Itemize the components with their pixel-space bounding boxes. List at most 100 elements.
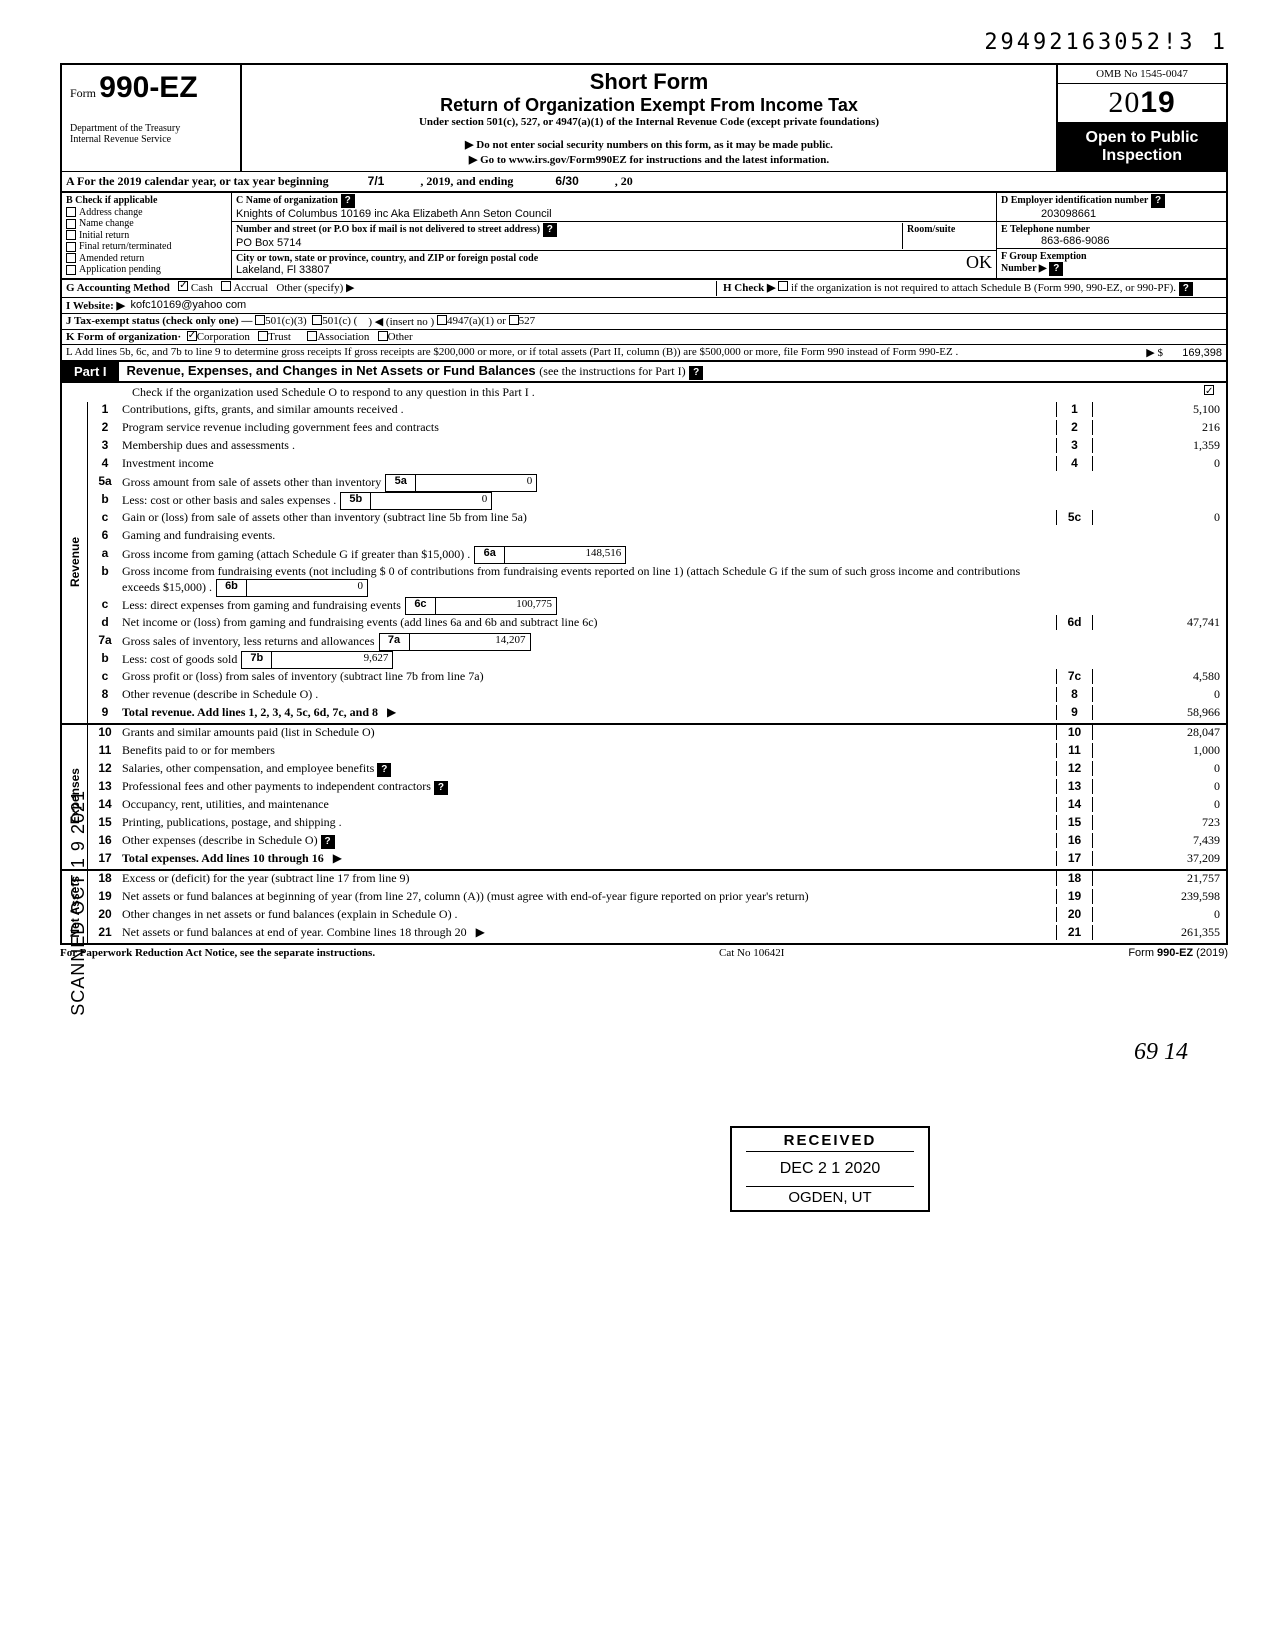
ln6c-num: c [88, 597, 122, 611]
footer-center: Cat No 10642I [719, 947, 784, 959]
d-lab: D Employer identification number [1001, 195, 1148, 206]
chk-final[interactable]: Final return/terminated [66, 241, 227, 252]
chk-trust[interactable] [258, 331, 268, 341]
k-lab: K Form of organization· [66, 331, 181, 343]
ln16-rn: 16 [1057, 833, 1093, 848]
ln7b-num: b [88, 651, 122, 665]
scanned-side-text: SCANNED OCT 1 9 2021 [68, 790, 89, 1016]
ln11-num: 11 [88, 743, 122, 757]
chk-4947[interactable] [437, 315, 447, 325]
chk-other[interactable] [378, 331, 388, 341]
ln8-num: 8 [88, 687, 122, 701]
ln5c-num: c [88, 510, 122, 524]
website: kofc10169@yahoo com [130, 299, 246, 312]
ln6d-text: Net income or (loss) from gaming and fun… [122, 615, 1056, 630]
ln1-rn: 1 [1057, 402, 1093, 417]
e-lab: E Telephone number [1001, 224, 1090, 235]
stamp-location: OGDEN, UT [746, 1186, 914, 1206]
ln15-text: Printing, publications, postage, and shi… [122, 815, 1056, 830]
ln6a-ibv: 148,516 [505, 547, 625, 563]
ln2-num: 2 [88, 420, 122, 434]
expenses-section: Expenses 10Grants and similar amounts pa… [60, 725, 1228, 871]
chk-address-change[interactable]: Address change [66, 207, 227, 218]
chk-accrual[interactable] [221, 281, 231, 291]
ln9-rv: 58,966 [1093, 705, 1226, 720]
help-icon: ? [1151, 194, 1165, 208]
chk-501c[interactable] [312, 315, 322, 325]
ln20-text: Other changes in net assets or fund bala… [122, 907, 1056, 922]
chk-corp[interactable] [187, 331, 197, 341]
ln5b-num: b [88, 492, 122, 506]
year-end: 6/30 [555, 174, 578, 188]
chk-h[interactable] [778, 281, 788, 291]
ln7a-ibn: 7a [380, 634, 410, 650]
ln15-rv: 723 [1093, 815, 1226, 830]
help-icon: ? [321, 835, 335, 849]
title-main: Return of Organization Exempt From Incom… [252, 95, 1046, 116]
phone: 863-686-9086 [1001, 235, 1110, 247]
footer: For Paperwork Reduction Act Notice, see … [60, 945, 1228, 959]
ln6b-ibv: 0 [247, 580, 367, 596]
ln10-rn: 10 [1057, 725, 1093, 740]
chk-name-change[interactable]: Name change [66, 218, 227, 229]
ln9-arrow: ▶ [387, 705, 396, 719]
chk-amended[interactable]: Amended return [66, 253, 227, 264]
ln15-rn: 15 [1057, 815, 1093, 830]
chk-pending[interactable]: Application pending [66, 264, 227, 275]
ln8-rv: 0 [1093, 687, 1226, 702]
row-a-label: A For the 2019 calendar year, or tax yea… [66, 174, 329, 188]
l-txt: L Add lines 5b, 6c, and 7b to line 9 to … [66, 346, 958, 358]
row-a: A For the 2019 calendar year, or tax yea… [60, 171, 1228, 193]
ln5a-ibn: 5a [386, 475, 416, 491]
ln5b-ibv: 0 [371, 493, 491, 509]
i-lab: I Website: ▶ [66, 299, 125, 312]
org-name: Knights of Columbus 10169 inc Aka Elizab… [236, 208, 552, 220]
other-label: Other (specify) ▶ [276, 282, 354, 294]
ln2-rv: 216 [1093, 420, 1226, 435]
ln3-num: 3 [88, 438, 122, 452]
footer-right: Form 990-EZ (2019) [1128, 947, 1228, 959]
chk-cash[interactable] [178, 281, 188, 291]
ln7c-rn: 7c [1057, 669, 1093, 684]
accrual-label: Accrual [233, 282, 268, 294]
ln20-num: 20 [88, 907, 122, 921]
ln10-num: 10 [88, 725, 122, 739]
stamp-date: DEC 2 1 2020 [746, 1152, 914, 1186]
j-lab: J Tax-exempt status (check only one) — [66, 315, 252, 328]
ln7a-text: Gross sales of inventory, less returns a… [122, 633, 375, 647]
ln12-num: 12 [88, 761, 122, 775]
ln6-num: 6 [88, 528, 122, 542]
cash-label: Cash [191, 282, 213, 294]
ln9-num: 9 [88, 705, 122, 719]
ln19-rv: 239,598 [1093, 889, 1226, 904]
ln2-rn: 2 [1057, 420, 1093, 435]
title-box: Short Form Return of Organization Exempt… [242, 65, 1056, 171]
ln3-rn: 3 [1057, 438, 1093, 453]
year-plain: 20 [1108, 86, 1140, 119]
chk-schedule-o[interactable] [1204, 385, 1214, 395]
part1-header: Part I Revenue, Expenses, and Changes in… [60, 362, 1228, 383]
ln21-rv: 261,355 [1093, 925, 1226, 940]
c-city-lab: City or town, state or province, country… [236, 253, 538, 264]
goto-url: ▶ Go to www.irs.gov/Form990EZ for instru… [252, 153, 1046, 166]
chk-527[interactable] [509, 315, 519, 325]
c-name-lab: C Name of organization [236, 195, 338, 206]
ln5a-num: 5a [88, 474, 122, 488]
chk-initial[interactable]: Initial return [66, 230, 227, 241]
part1-note: (see the instructions for Part I) [539, 364, 685, 378]
f-lab: F Group Exemption [1001, 251, 1087, 262]
street: PO Box 5714 [236, 237, 301, 249]
ln17-rv: 37,209 [1093, 851, 1226, 866]
j-e: 527 [519, 315, 536, 328]
ln1-num: 1 [88, 402, 122, 416]
ln4-rv: 0 [1093, 456, 1226, 471]
ln13-text: Professional fees and other payments to … [122, 779, 431, 793]
c-street-lab: Number and street (or P.O box if mail is… [236, 224, 540, 235]
chk-501c3[interactable] [255, 315, 265, 325]
omb-number: OMB No 1545-0047 [1058, 65, 1226, 84]
short-form-label: Short Form [252, 69, 1046, 95]
dept-treasury: Department of the Treasury [70, 123, 232, 134]
ln4-rn: 4 [1057, 456, 1093, 471]
chk-assoc[interactable] [307, 331, 317, 341]
ln9-rn: 9 [1057, 705, 1093, 720]
